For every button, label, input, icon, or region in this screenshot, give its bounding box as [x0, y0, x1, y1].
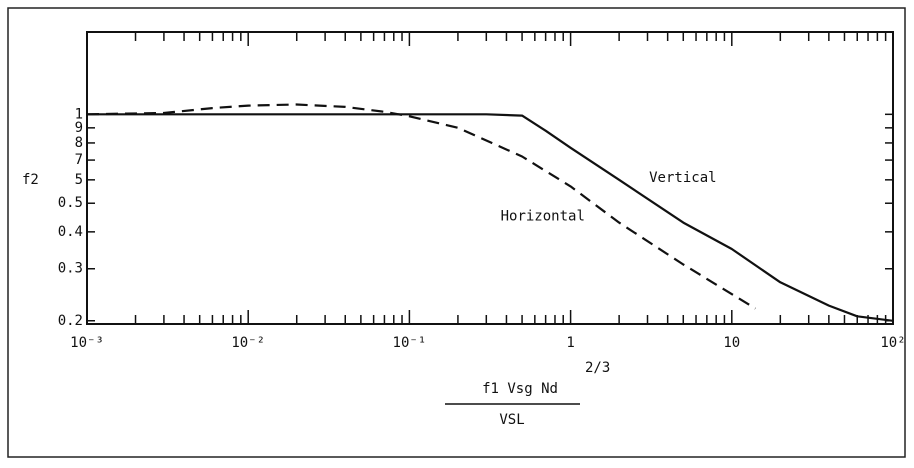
series-line [86, 103, 756, 310]
y-tick-label: 0.4 [58, 224, 83, 240]
x-label-numerator: f1 Vsg Nd [482, 381, 558, 397]
x-tick-label: 10² [880, 335, 905, 351]
frame [7, 7, 906, 458]
x-tick-label: 10⁻³ [70, 335, 104, 351]
series-line [87, 113, 894, 322]
y-tick-label: 8 [75, 135, 83, 151]
x-label-exponent: 2/3 [585, 360, 610, 376]
plot-area [86, 31, 894, 325]
x-label-denominator: VSL [499, 412, 524, 428]
y-tick-label: 9 [75, 120, 83, 136]
x-tick-label: 1 [566, 335, 574, 351]
x-tick-label: 10⁻¹ [393, 335, 427, 351]
y-axis-label: f2 [22, 172, 39, 188]
x-tick-label: 10 [723, 335, 740, 351]
y-tick-label: 0.3 [58, 261, 83, 277]
y-tick-label: 1 [75, 106, 83, 122]
series-label: Vertical [649, 170, 716, 186]
y-tick-label: 5 [75, 172, 83, 188]
y-tick-label: 0.5 [58, 195, 83, 211]
x-tick-label: 10⁻² [231, 335, 265, 351]
series-label: Horizontal [501, 208, 585, 224]
y-tick-label: 0.2 [58, 313, 83, 329]
y-tick-label: 7 [75, 152, 83, 168]
